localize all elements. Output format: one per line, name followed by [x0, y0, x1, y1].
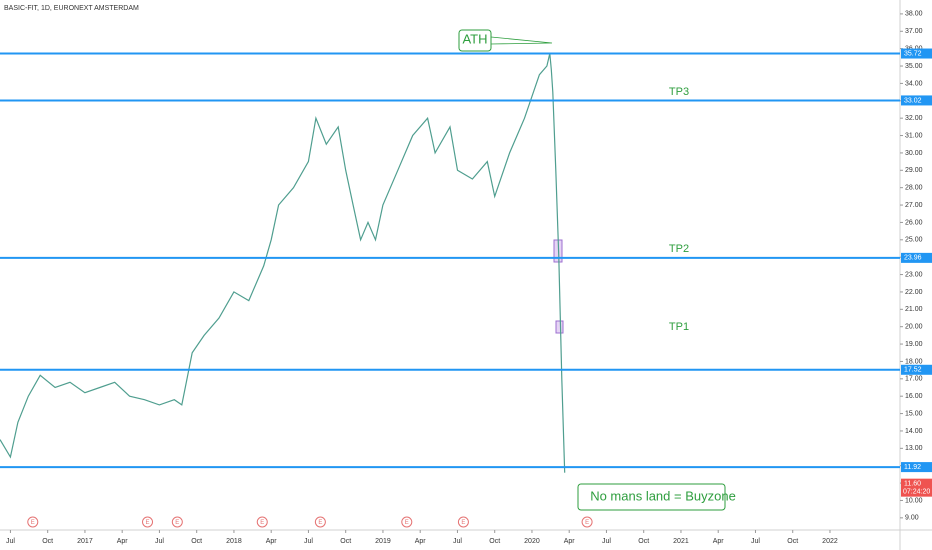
chart-title: BASIC-FIT, 1D, EURONEXT AMSTERDAM: [4, 5, 139, 12]
annotation: No mans land = Buyzone: [590, 488, 736, 503]
callout-box: [577, 483, 726, 511]
level-label: 17.52: [904, 367, 922, 374]
level-tag: [901, 48, 932, 59]
earnings-marker: [401, 516, 413, 528]
x-tick-label: Jul: [155, 538, 164, 545]
earnings-label: E: [31, 520, 35, 526]
y-tick-label: 30.00: [905, 150, 923, 157]
callout-box: [458, 29, 492, 52]
earnings-label: E: [585, 520, 589, 526]
countdown: 07:24:20: [903, 488, 930, 495]
earnings-marker: [581, 516, 593, 528]
x-tick-label: 2017: [77, 538, 93, 545]
x-tick-label: Apr: [564, 538, 576, 545]
earnings-label: E: [260, 520, 264, 526]
y-tick-label: 13.00: [905, 445, 923, 452]
price-line: [0, 53, 566, 473]
earnings-marker: [314, 516, 326, 528]
x-tick-label: Apr: [266, 538, 278, 545]
x-tick-label: Jul: [6, 538, 15, 545]
level-label: 23.96: [904, 255, 922, 262]
x-tick-label: 2020: [524, 538, 540, 545]
x-tick-label: Oct: [638, 538, 649, 545]
level-label: 33.02: [904, 97, 922, 104]
level-tag: [901, 252, 932, 263]
y-tick-label: 17.00: [905, 376, 923, 383]
x-tick-label: Apr: [117, 538, 129, 545]
y-tick-label: 21.00: [905, 306, 923, 313]
annotation: ATH: [462, 31, 487, 46]
level-label: 35.72: [904, 50, 922, 57]
x-tick-label: Jul: [304, 538, 313, 545]
drawing-box: [555, 320, 564, 334]
y-tick-label: 23.00: [905, 271, 923, 278]
x-tick-label: Oct: [42, 538, 53, 545]
earnings-marker: [256, 516, 268, 528]
x-tick-label: 2021: [673, 538, 689, 545]
y-tick-label: 38.00: [905, 11, 923, 18]
y-tick-label: 9.00: [905, 515, 919, 522]
y-tick-label: 15.00: [905, 410, 923, 417]
y-tick-label: 16.00: [905, 393, 923, 400]
earnings-label: E: [146, 520, 150, 526]
earnings-label: E: [175, 520, 179, 526]
x-tick-label: 2022: [822, 538, 838, 545]
y-tick-label: 28.00: [905, 185, 923, 192]
y-tick-label: 18.00: [905, 358, 923, 365]
y-tick-label: 32.00: [905, 115, 923, 122]
y-tick-label: 19.00: [905, 341, 923, 348]
earnings-label: E: [405, 520, 409, 526]
level-label: 11.92: [904, 464, 921, 471]
level-tag: [901, 364, 932, 375]
level-tag: [901, 95, 932, 106]
y-tick-label: 20.00: [905, 324, 923, 331]
earnings-marker: [27, 516, 39, 528]
x-tick-label: Jul: [751, 538, 760, 545]
y-tick-label: 31.00: [905, 132, 923, 139]
annotation: TP2: [669, 243, 689, 255]
annotation: TP1: [669, 321, 689, 333]
x-tick-label: Oct: [340, 538, 351, 545]
y-tick-label: 25.00: [905, 237, 923, 244]
y-tick-label: 14.00: [905, 428, 923, 435]
x-tick-label: Oct: [191, 538, 202, 545]
x-tick-label: Oct: [489, 538, 500, 545]
x-tick-label: Oct: [787, 538, 798, 545]
earnings-marker: [171, 516, 183, 528]
earnings-marker: [142, 516, 154, 528]
y-tick-label: 35.00: [905, 63, 923, 70]
x-tick-label: Jul: [602, 538, 611, 545]
x-tick-label: Apr: [713, 538, 725, 545]
y-tick-label: 10.00: [905, 497, 923, 504]
y-tick-label: 34.00: [905, 80, 923, 87]
last-price-tag: [901, 478, 932, 497]
callout-pointer: [490, 36, 553, 45]
y-tick-label: 27.00: [905, 202, 923, 209]
x-tick-label: Apr: [415, 538, 427, 545]
last-price-label: 11.60: [904, 480, 921, 487]
y-tick-label: 26.00: [905, 219, 923, 226]
annotation: TP3: [669, 86, 689, 98]
x-tick-label: Jul: [453, 538, 462, 545]
y-tick-label: 37.00: [905, 28, 923, 35]
y-tick-label: 29.00: [905, 167, 923, 174]
earnings-label: E: [461, 520, 465, 526]
y-tick-label: 22.00: [905, 289, 923, 296]
x-tick-label: 2019: [375, 538, 391, 545]
level-tag: [901, 462, 932, 473]
x-tick-label: 2018: [226, 538, 242, 545]
earnings-marker: [457, 516, 469, 528]
earnings-label: E: [318, 520, 322, 526]
